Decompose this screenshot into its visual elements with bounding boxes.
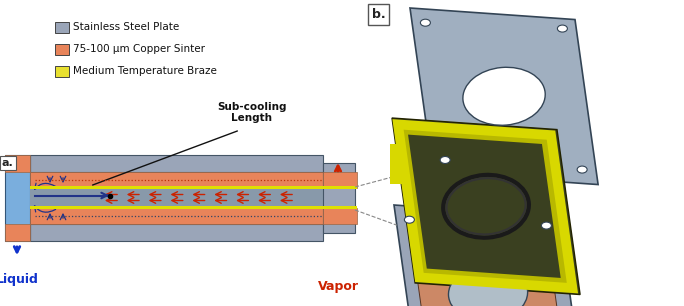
Bar	[323, 163, 355, 233]
Bar	[323, 186, 357, 189]
Bar	[5, 155, 30, 241]
Ellipse shape	[404, 216, 415, 223]
Bar	[390, 144, 402, 185]
Text: Liquid: Liquid	[0, 273, 38, 286]
Text: b.: b.	[372, 8, 386, 21]
Ellipse shape	[449, 265, 527, 306]
Bar	[55, 22, 69, 33]
Bar	[30, 224, 323, 241]
Bar	[55, 44, 69, 55]
Bar	[30, 206, 323, 209]
Text: Sub-cooling
Length: Sub-cooling Length	[218, 102, 287, 123]
Bar	[30, 208, 323, 224]
Bar	[30, 188, 323, 207]
Bar	[30, 155, 323, 172]
Text: a.: a.	[2, 158, 14, 168]
Bar	[30, 186, 323, 189]
Ellipse shape	[577, 166, 587, 173]
Bar	[323, 208, 357, 224]
Bar	[323, 206, 357, 209]
Bar	[30, 172, 323, 188]
Polygon shape	[409, 219, 565, 306]
Polygon shape	[404, 131, 565, 282]
Bar	[55, 66, 69, 77]
Ellipse shape	[463, 67, 545, 125]
Ellipse shape	[542, 222, 551, 229]
Text: Vapor: Vapor	[317, 280, 358, 293]
Ellipse shape	[440, 156, 450, 163]
Polygon shape	[410, 8, 598, 185]
Polygon shape	[394, 205, 582, 306]
Text: Stainless Steel Plate: Stainless Steel Plate	[73, 23, 179, 32]
Ellipse shape	[421, 19, 430, 26]
Text: Medium Temperature Braze: Medium Temperature Braze	[73, 66, 217, 76]
Bar	[5, 224, 30, 241]
Polygon shape	[392, 118, 580, 295]
Text: 75-100 μm Copper Sinter: 75-100 μm Copper Sinter	[73, 44, 205, 54]
Bar	[323, 172, 357, 188]
Ellipse shape	[557, 25, 568, 32]
Bar	[5, 155, 30, 172]
